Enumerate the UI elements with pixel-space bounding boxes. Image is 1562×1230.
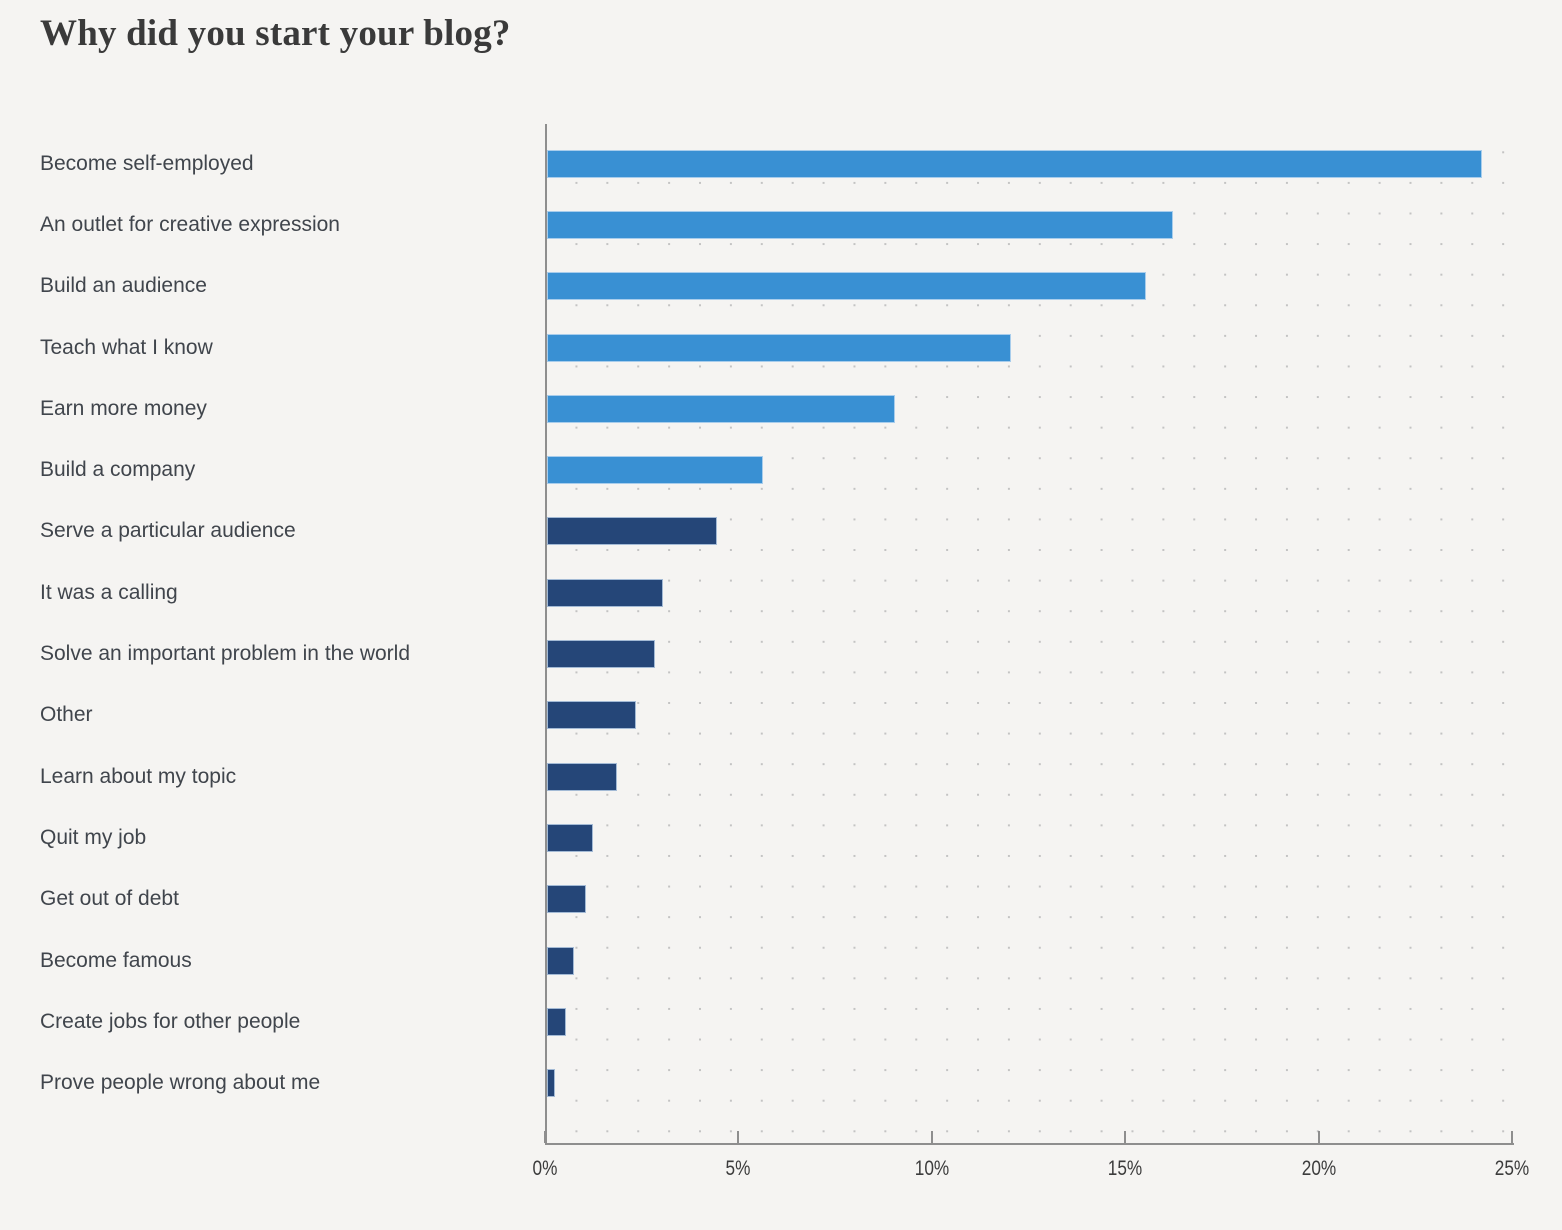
category-label: It was a calling [40, 580, 178, 604]
x-axis-tick-label: 20% [1301, 1157, 1336, 1180]
bar-track [547, 823, 1513, 852]
x-axis-tick-mark [1124, 1131, 1127, 1143]
chart-row: Learn about my topic [0, 746, 1513, 807]
chart-row: Earn more money [0, 378, 1513, 439]
bar [547, 210, 1173, 239]
category-label: Become self-employed [40, 151, 254, 175]
bar [547, 701, 636, 730]
bar [547, 272, 1146, 301]
bar [547, 885, 586, 914]
x-axis-tick-label: 15% [1107, 1157, 1143, 1180]
x-axis-tick-label: 5% [725, 1157, 751, 1180]
bar-track [547, 333, 1513, 362]
bar [547, 1007, 567, 1036]
x-axis-tick-label: 10% [914, 1157, 950, 1180]
category-label: Serve a particular audience [40, 519, 296, 543]
category-label: Create jobs for other people [40, 1009, 301, 1033]
x-axis-tick-mark [1511, 1131, 1513, 1143]
category-label: Learn about my topic [40, 764, 237, 788]
chart-row: Create jobs for other people [0, 991, 1513, 1052]
bar-track [547, 210, 1513, 239]
x-axis-tick-mark [737, 1131, 740, 1143]
category-label: Quit my job [40, 825, 147, 849]
x-axis-tick-mark [544, 1131, 546, 1143]
bar [547, 578, 663, 607]
bar [547, 517, 718, 546]
bar [547, 640, 656, 669]
bar-track [547, 1069, 1513, 1098]
bar-track [547, 946, 1513, 975]
bar [547, 394, 895, 423]
category-label: Earn more money [40, 396, 207, 420]
category-label: Become famous [40, 948, 192, 972]
bar [547, 149, 1483, 178]
bar-track [547, 885, 1513, 914]
chart-title: Why did you start your blog? [40, 13, 511, 54]
category-label: Build an audience [40, 274, 207, 298]
chart-row: Serve a particular audience [0, 501, 1513, 562]
chart-row: It was a calling [0, 562, 1513, 623]
bar-track [547, 517, 1513, 546]
chart-row: Build an audience [0, 256, 1513, 317]
category-label: Prove people wrong about me [40, 1071, 321, 1095]
category-label: Get out of debt [40, 887, 179, 911]
chart-row: Prove people wrong about me [0, 1052, 1513, 1113]
bar [547, 823, 594, 852]
bar-track [547, 272, 1513, 301]
category-label: Teach what I know [40, 335, 213, 359]
x-axis-tick-mark [930, 1131, 933, 1143]
category-label: An outlet for creative expression [40, 212, 340, 236]
bar-track [547, 578, 1513, 607]
chart-row: Teach what I know [0, 317, 1513, 378]
x-axis-tick-label: 0% [532, 1157, 558, 1180]
bar [547, 333, 1011, 362]
chart-row: Become famous [0, 930, 1513, 991]
chart-row: Quit my job [0, 807, 1513, 868]
bar [547, 762, 617, 791]
bar-track [547, 394, 1513, 423]
chart-rows: Become self-employed An outlet for creat… [0, 124, 1513, 1143]
x-axis: 0% 5% 10% 15% 20% 25% [533, 1131, 1529, 1195]
chart-row: Build a company [0, 439, 1513, 500]
bar [547, 456, 764, 485]
category-label: Solve an important problem in the world [40, 642, 411, 666]
bar-track [547, 762, 1513, 791]
chart-row: Get out of debt [0, 869, 1513, 930]
chart-row: Other [0, 685, 1513, 746]
x-axis-tick-mark [1317, 1131, 1320, 1143]
chart-row: Solve an important problem in the world [0, 623, 1513, 684]
category-label: Build a company [40, 458, 196, 482]
bar-track [547, 1007, 1513, 1036]
chart-row: An outlet for creative expression [0, 194, 1513, 255]
category-label: Other [40, 703, 93, 727]
bar-track [547, 640, 1513, 669]
bar-track [547, 456, 1513, 485]
bar [547, 1069, 555, 1098]
bar-track [547, 701, 1513, 730]
bar-track [547, 149, 1513, 178]
x-axis-tick-label: 25% [1494, 1157, 1530, 1180]
chart-row: Become self-employed [0, 133, 1513, 194]
bar [547, 946, 575, 975]
